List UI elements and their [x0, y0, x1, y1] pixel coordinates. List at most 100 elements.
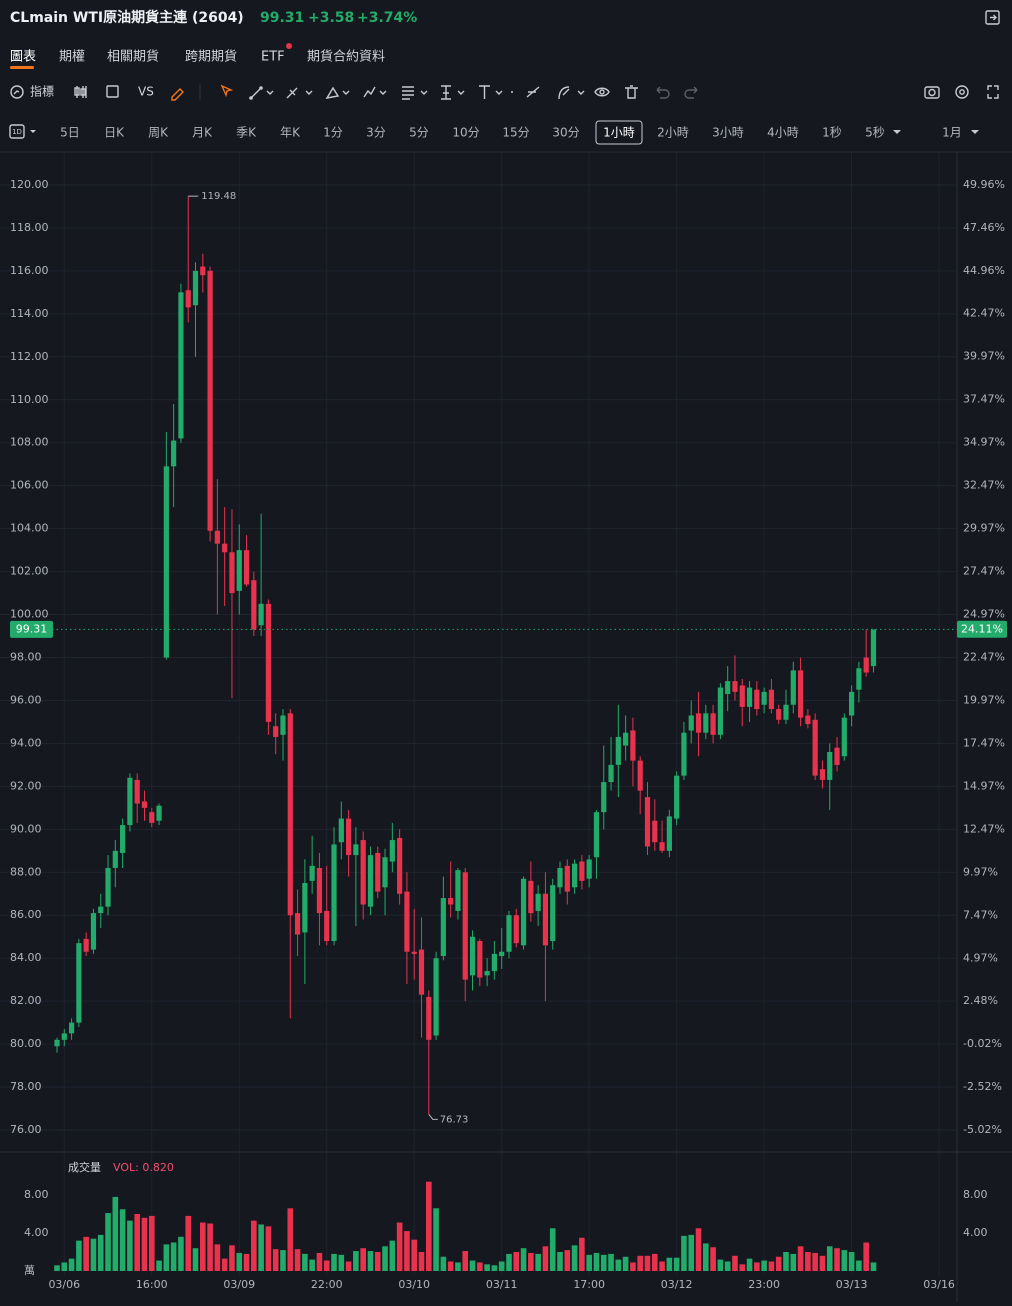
volume-bar	[754, 1262, 760, 1271]
period-button[interactable]: 1分	[323, 126, 343, 140]
collapse-button[interactable]	[985, 10, 1000, 25]
candle-body	[294, 913, 301, 935]
y-tick-label: 82.00	[10, 994, 42, 1007]
volume-bar	[506, 1253, 512, 1271]
volume-bar	[265, 1226, 272, 1271]
period-button[interactable]: 季K	[236, 126, 257, 140]
volume-bar	[323, 1260, 330, 1271]
period-button[interactable]: 30分	[552, 126, 579, 140]
candle-body	[134, 779, 140, 804]
nav-tab[interactable]: 圖表	[10, 50, 36, 65]
volume-bar	[688, 1234, 695, 1271]
period-button[interactable]: 2小時	[657, 126, 689, 140]
candle-body	[637, 760, 643, 791]
nav-tab[interactable]: 跨期期貨	[185, 49, 237, 65]
candle-body	[251, 580, 257, 630]
volume-bar	[251, 1220, 257, 1271]
period-button[interactable]: 3小時	[712, 126, 744, 140]
candle-body	[703, 713, 709, 733]
period-button[interactable]: 5日	[60, 126, 80, 140]
period-button[interactable]: 周K	[148, 126, 169, 140]
y2-tick-label: 14.97%	[963, 779, 1005, 792]
volume-tick-label-right: 4.00	[963, 1226, 988, 1239]
volume-bar	[316, 1252, 323, 1271]
candle-body	[426, 996, 432, 1040]
candle-body	[608, 764, 614, 783]
volume-bar	[579, 1237, 585, 1271]
candle-body	[163, 466, 169, 658]
volume-bar	[280, 1250, 286, 1271]
period-button[interactable]: 4小時	[767, 126, 799, 140]
volume-bar	[615, 1259, 622, 1271]
period-button[interactable]: 5分	[409, 126, 429, 140]
y-tick-label: 120.00	[10, 178, 49, 191]
volume-bar	[433, 1208, 439, 1271]
volume-bar	[571, 1245, 578, 1271]
volume-bar	[229, 1245, 235, 1271]
y2-tick-label: -2.52%	[963, 1080, 1002, 1093]
period-button[interactable]: 1月	[942, 126, 962, 140]
candle-body	[105, 867, 111, 907]
volume-bar	[353, 1251, 359, 1271]
volume-bar	[498, 1261, 505, 1271]
candle-body	[717, 687, 723, 735]
period-button[interactable]: 15分	[502, 126, 529, 140]
period-button[interactable]: 10分	[452, 126, 479, 140]
volume-bar	[54, 1265, 60, 1271]
y-tick-label: 116.00	[10, 264, 49, 277]
compare-button[interactable]: VS	[138, 85, 154, 99]
period-button[interactable]: 5秒	[865, 126, 885, 140]
volume-bar	[608, 1253, 614, 1271]
volume-bar	[163, 1244, 170, 1271]
period-button[interactable]: 日K	[104, 126, 125, 140]
volume-bar	[549, 1228, 556, 1271]
y2-tick-label: 39.97%	[963, 350, 1005, 363]
volume-bar	[717, 1259, 724, 1271]
grid	[0, 152, 957, 1275]
y2-tick-label: 34.97%	[963, 436, 1005, 449]
candle-body	[316, 867, 323, 914]
candle-body	[353, 844, 359, 856]
volume-bar	[469, 1260, 476, 1271]
candle-body	[258, 603, 264, 626]
volume-bar	[513, 1252, 520, 1271]
volume-bar	[783, 1252, 789, 1271]
indicators-button[interactable]: 指標	[30, 84, 54, 99]
y-tick-label: 98.00	[10, 651, 42, 664]
candle-body	[360, 840, 366, 905]
volume-bar	[148, 1215, 155, 1271]
y-tick-label: 90.00	[10, 822, 42, 835]
period-button[interactable]: 年K	[280, 126, 301, 140]
nav-tab[interactable]: ETF	[261, 50, 285, 65]
volume-bar	[221, 1258, 228, 1271]
period-button[interactable]: 3分	[366, 126, 386, 140]
period-button[interactable]: 1秒	[822, 126, 842, 140]
volume-bar	[178, 1236, 184, 1271]
y2-tick-label: 17.47%	[963, 736, 1005, 749]
volume-bar	[192, 1248, 199, 1271]
volume-bar	[258, 1224, 264, 1271]
nav-tab[interactable]: 相關期貨	[107, 49, 159, 65]
candle-body	[586, 859, 592, 879]
volume-bar	[272, 1249, 279, 1271]
nav-tab[interactable]: 期權	[59, 50, 85, 65]
candle-body	[710, 713, 716, 735]
volume-bar	[761, 1260, 767, 1271]
candle-body	[222, 543, 228, 553]
period-button[interactable]: 月K	[192, 126, 213, 140]
volume-bar	[564, 1250, 571, 1271]
svg-text:1D: 1D	[12, 128, 22, 136]
period-button[interactable]: 1小時	[603, 126, 635, 140]
candle-body	[827, 752, 833, 780]
volume-bar	[185, 1215, 192, 1271]
volume-bar	[491, 1265, 498, 1271]
candle-body	[674, 775, 680, 819]
interval-icon[interactable]: 1D	[9, 124, 36, 139]
nav-tab[interactable]: 期貨合約資料	[307, 49, 385, 65]
volume-bar	[141, 1217, 148, 1271]
volume-tick-label-right: 8.00	[963, 1188, 988, 1201]
volume-bar	[112, 1196, 119, 1271]
candle-body	[382, 857, 388, 888]
x-tick-label: 03/11	[486, 1278, 518, 1291]
